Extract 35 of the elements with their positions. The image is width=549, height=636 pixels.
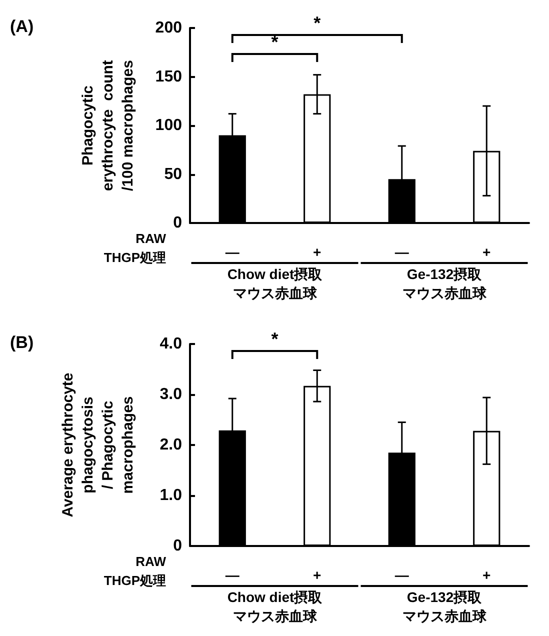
- x-axis-title: RAW THGP処理: [104, 231, 167, 265]
- x-tick-label: +: [313, 244, 322, 260]
- text: マウス赤血球: [232, 608, 318, 624]
- text: Ge-132摂取: [406, 266, 483, 282]
- annotation: *: [271, 32, 278, 52]
- x-axis-title: RAW THGP処理: [104, 554, 167, 588]
- y-tick-label: 100: [155, 117, 182, 134]
- text: Ge-132摂取: [406, 589, 483, 605]
- x-tick-label: —: [225, 244, 240, 260]
- text: (B): [10, 333, 34, 352]
- y-tick-label: 2.0: [160, 436, 182, 454]
- text: (A): [10, 17, 34, 36]
- y-tick-label: 200: [155, 20, 182, 36]
- y-tick-label: 50: [164, 166, 182, 183]
- annotation: *: [271, 329, 278, 349]
- y-tick-label: 0: [173, 214, 182, 232]
- y-tick-label: 4.0: [160, 336, 182, 352]
- x-tick-label: +: [482, 244, 491, 260]
- text: マウス赤血球: [402, 285, 488, 301]
- y-axis-title: Average erythrocyte phagocytosis / Phagocytic macrophages: [60, 372, 136, 518]
- x-tick-label: +: [313, 567, 322, 583]
- text: Chow diet摂取: [227, 266, 324, 282]
- x-tick-label: —: [394, 244, 409, 260]
- y-tick-label: 0: [173, 538, 182, 554]
- x-tick-label: —: [394, 567, 409, 583]
- y-tick-label: 3.0: [160, 386, 182, 403]
- text: Chow diet摂取: [227, 589, 324, 605]
- text: マウス赤血球: [402, 608, 488, 624]
- x-tick-label: +: [482, 567, 491, 583]
- x-tick-label: —: [225, 567, 240, 583]
- y-tick-label: 1.0: [160, 487, 182, 504]
- annotation: *: [314, 13, 321, 33]
- text: マウス赤血球: [232, 285, 318, 301]
- y-axis-title: Phagocytic erythrocyte count /100 macrophages: [80, 60, 136, 191]
- y-tick-label: 150: [155, 68, 182, 86]
